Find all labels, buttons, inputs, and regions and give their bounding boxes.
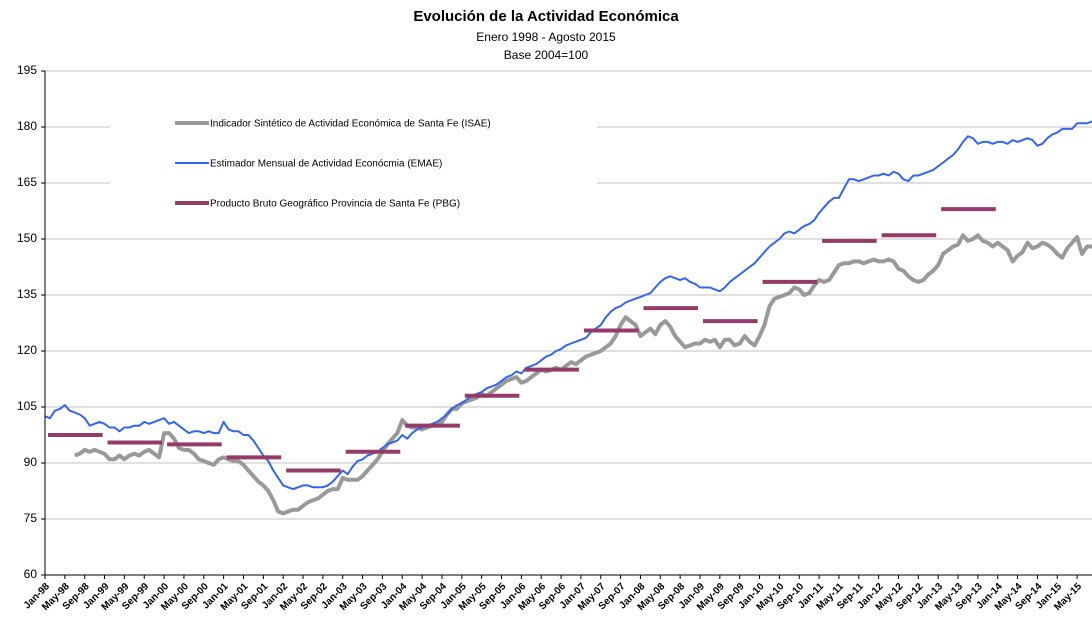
legend-label: Estimador Mensual de Actividad Econócmia… — [210, 159, 442, 170]
legend-label: Indicador Sintético de Actividad Económi… — [210, 119, 491, 130]
y-tick-label: 120 — [17, 343, 37, 357]
y-tick-label: 180 — [17, 119, 37, 133]
y-tick-label: 195 — [17, 63, 37, 77]
chart-subtitle: Enero 1998 - Agosto 2015 — [476, 30, 616, 44]
legend: Indicador Sintético de Actividad Económi… — [110, 104, 597, 214]
y-tick-label: 135 — [17, 287, 37, 301]
chart-title: Evolución de la Actividad Económica — [413, 8, 679, 25]
legend-label: Producto Bruto Geográfico Provincia de S… — [210, 199, 460, 210]
y-tick-label: 105 — [17, 399, 37, 413]
y-tick-label: 150 — [17, 231, 37, 245]
plot — [44, 120, 1092, 516]
chart-subtitle: Base 2004=100 — [504, 48, 589, 62]
y-tick-label: 75 — [24, 511, 38, 525]
y-tick-label: 90 — [24, 455, 38, 469]
y-tick-label: 165 — [17, 175, 37, 189]
series-line — [44, 120, 1092, 491]
series-line — [74, 233, 1092, 516]
y-tick-label: 60 — [24, 567, 38, 581]
